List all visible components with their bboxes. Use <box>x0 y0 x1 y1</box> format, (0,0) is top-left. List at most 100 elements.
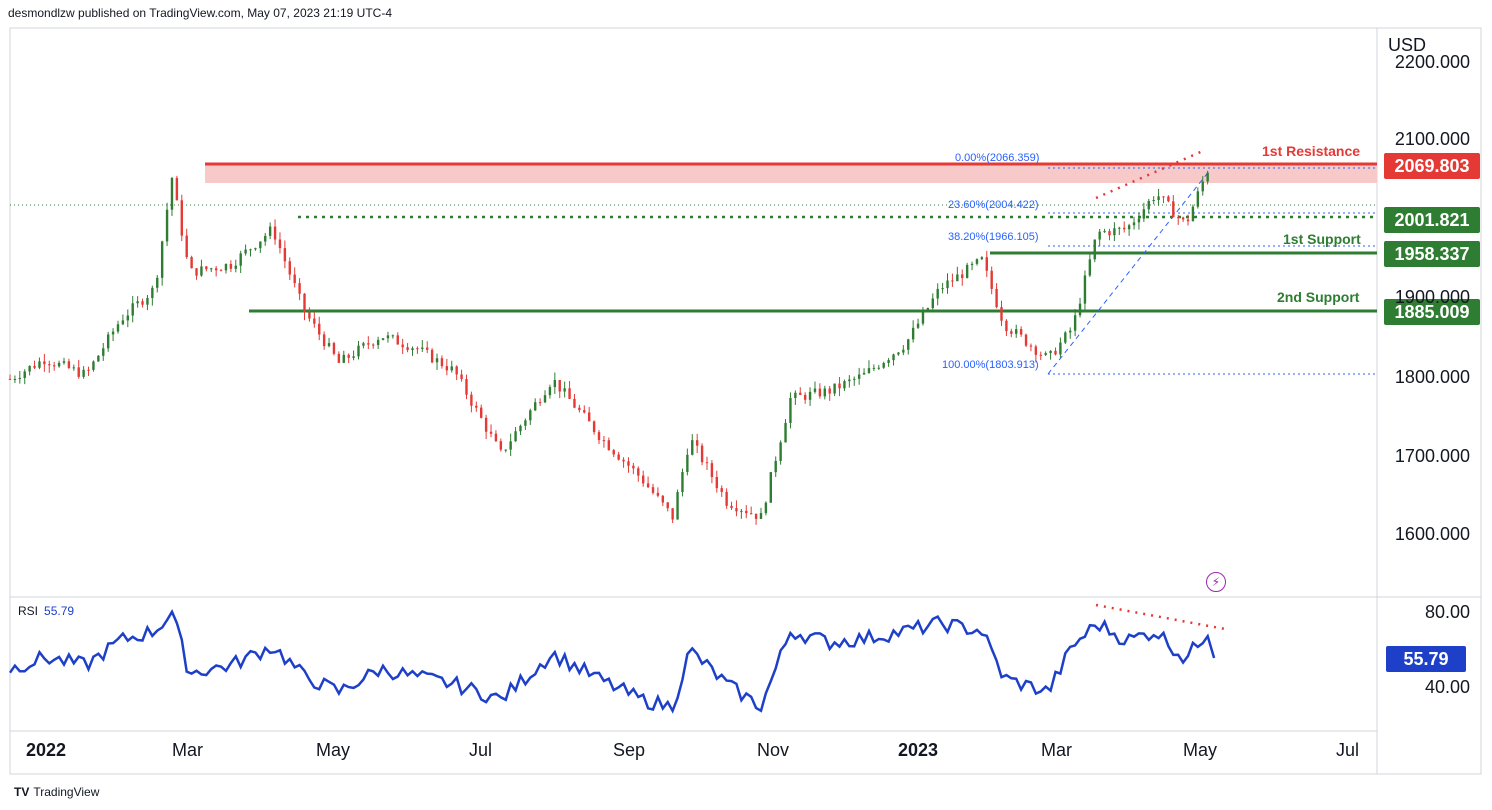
candle-body <box>92 361 95 370</box>
publisher-header: desmondlzw published on TradingView.com,… <box>8 6 392 20</box>
candle-body <box>676 492 679 520</box>
support-2-price-tag: 1885.009 <box>1384 299 1480 325</box>
time-label-sep: Sep <box>613 740 646 760</box>
candle-body <box>278 239 282 249</box>
candle-body <box>853 378 856 380</box>
time-label-may-2023: May <box>1183 740 1218 760</box>
candle-body <box>318 323 321 335</box>
candle-body <box>975 259 979 264</box>
candle-body <box>435 358 439 363</box>
candle-body <box>956 274 959 282</box>
candle-body <box>102 348 105 356</box>
candle-body <box>254 248 257 250</box>
support-2-label: 2nd Support <box>1277 289 1360 305</box>
time-label-nov: Nov <box>757 740 790 760</box>
currency-label: USD <box>1388 35 1427 55</box>
candle-body <box>745 510 748 514</box>
candle-body <box>313 318 316 324</box>
candle-body <box>126 315 130 321</box>
candle-body <box>563 388 566 392</box>
candle-body <box>23 371 26 378</box>
candle-body <box>632 465 635 469</box>
candle-body <box>838 383 841 389</box>
candle-body <box>48 364 51 366</box>
candle-body <box>219 270 223 272</box>
candle-body <box>450 366 453 371</box>
candle-body <box>308 312 311 319</box>
candle-body <box>111 331 115 335</box>
support-1-label: 1st Support <box>1283 231 1361 247</box>
candle-body <box>376 339 380 345</box>
candle-body <box>381 338 385 340</box>
candle-body <box>1201 181 1204 192</box>
candle-body <box>818 388 822 397</box>
candle-body <box>484 417 488 432</box>
candle-body <box>1172 201 1175 218</box>
candle-body <box>229 264 233 269</box>
lightning-icon[interactable]: ⚡︎ <box>1206 572 1226 592</box>
candle-body <box>1181 217 1185 220</box>
candle-body <box>337 353 341 363</box>
candle-body <box>180 200 183 236</box>
candle-body <box>1196 191 1200 207</box>
price-tick-1900: 1900.000 <box>1394 287 1470 307</box>
candle-body <box>769 472 773 503</box>
candle-body <box>430 349 434 363</box>
candle-body <box>264 235 267 242</box>
footer-brand: TV TradingView <box>14 785 99 799</box>
candle-body <box>116 324 120 332</box>
candle-body <box>705 462 709 464</box>
candle-body <box>823 388 826 397</box>
candle-body <box>681 472 684 493</box>
candle-body <box>332 343 336 354</box>
candle-body <box>641 475 645 484</box>
fib-label-382: 38.20%(1966.105) <box>948 231 1039 243</box>
candle-body <box>170 177 174 210</box>
candle-body <box>470 394 473 406</box>
candlestick-series <box>8 170 1209 525</box>
fib-label-0: 0.00%(2066.359) <box>955 152 1040 164</box>
candle-body <box>401 344 404 348</box>
candle-body <box>656 492 660 496</box>
candle-body <box>136 301 139 304</box>
candle-body <box>1059 342 1062 355</box>
candle-body <box>897 352 900 355</box>
candle-body <box>857 374 861 379</box>
candle-body <box>602 440 606 442</box>
candle-body <box>691 440 694 455</box>
candle-body <box>327 343 331 347</box>
candle-body <box>1078 303 1082 316</box>
candle-body <box>686 454 689 473</box>
candle-body <box>774 460 777 473</box>
candle-body <box>543 395 547 403</box>
candle-body <box>833 383 836 394</box>
candle-body <box>504 449 507 451</box>
candle-body <box>1034 346 1038 355</box>
price-tick-2200: 2200.000 <box>1394 52 1470 72</box>
candle-body <box>421 347 424 349</box>
candle-body <box>460 374 463 380</box>
candle-body <box>175 177 179 201</box>
candle-body <box>1049 350 1052 354</box>
rsi-legend-name: RSI <box>18 604 39 618</box>
candle-body <box>195 268 198 276</box>
candle-body <box>146 298 149 305</box>
candle-body <box>951 280 954 282</box>
candle-body <box>1186 219 1190 222</box>
candle-body <box>651 487 655 493</box>
candle-body <box>735 508 738 512</box>
fib-trend-line <box>1047 169 1211 375</box>
candle-body <box>740 510 743 512</box>
candle-body <box>1177 217 1180 219</box>
candle-body <box>224 264 228 271</box>
candle-body <box>1073 315 1077 331</box>
candle-body <box>1015 329 1018 334</box>
candle-body <box>214 268 218 271</box>
candle-body <box>1064 332 1067 343</box>
candle-body <box>367 343 370 345</box>
candle-body <box>489 431 493 434</box>
candle-body <box>406 347 409 351</box>
candle-body <box>941 288 944 290</box>
candle-body <box>779 442 782 461</box>
